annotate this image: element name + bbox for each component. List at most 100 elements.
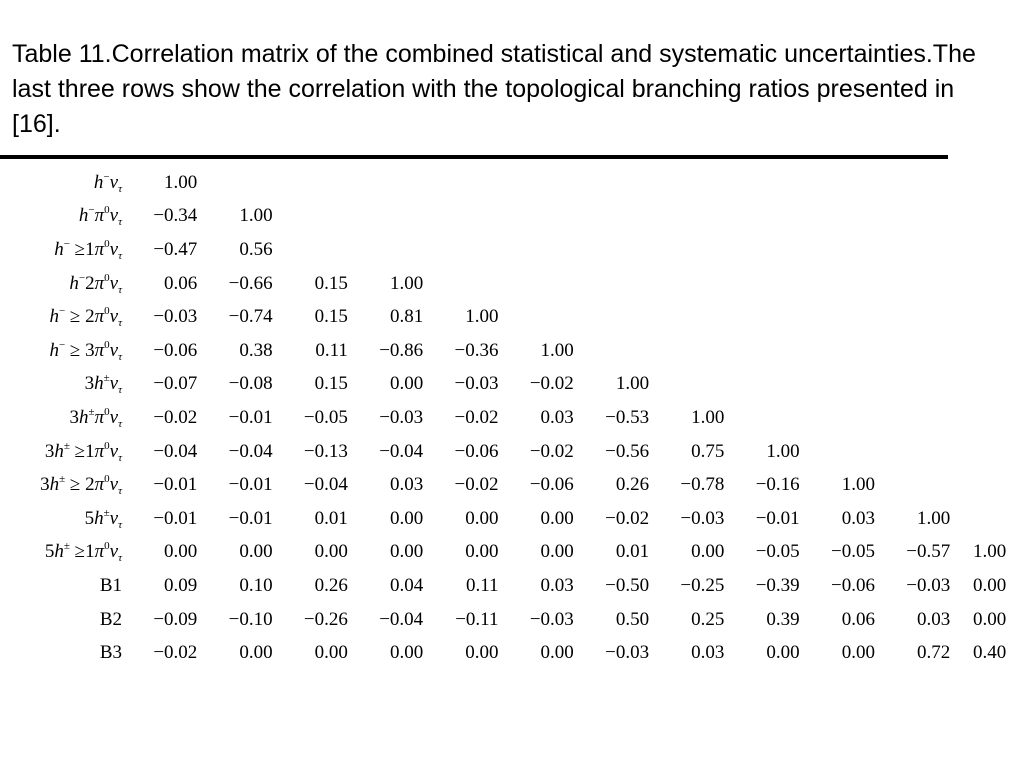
matrix-cell — [423, 233, 498, 267]
matrix-cell — [724, 300, 799, 334]
matrix-cell: 0.00 — [766, 642, 800, 664]
matrix-cell — [724, 233, 799, 267]
matrix-cell — [950, 401, 1006, 435]
matrix-cell: 0.00 — [540, 642, 574, 664]
matrix-cell: −0.02 — [605, 507, 650, 529]
matrix-cell: −0.34 — [153, 205, 198, 227]
matrix-row: h− ≥ 3π0ντ −0.06 0.38 0.11 −0.86 −0.36 1.00 — [0, 334, 1006, 368]
matrix-cell: 0.15 — [314, 272, 348, 294]
matrix-cell — [348, 166, 423, 200]
matrix-cell — [574, 300, 649, 334]
matrix-cell: 0.03 — [389, 474, 424, 496]
matrix-cell: −0.04 — [303, 474, 348, 496]
row-label: h−2π0ντ — [69, 271, 122, 296]
matrix-cell: −0.02 — [454, 474, 499, 496]
row-label: B3 — [99, 642, 122, 664]
matrix-cell: 0.81 — [389, 306, 424, 328]
row-label: B1 — [99, 574, 122, 596]
matrix-cell: 0.00 — [465, 507, 499, 529]
matrix-cell: 1.00 — [465, 306, 499, 328]
matrix-cell — [950, 233, 1006, 267]
matrix-cell: 0.00 — [239, 541, 273, 563]
matrix-cell: 0.03 — [540, 406, 574, 428]
matrix-cell: −0.03 — [680, 507, 725, 529]
matrix-cell — [498, 200, 573, 234]
matrix-cell: 0.01 — [314, 507, 348, 529]
matrix-cell — [348, 233, 423, 267]
row-label: h− ≥ 3π0ντ — [49, 338, 122, 363]
matrix-row: h− ≥ 2π0ντ −0.03 −0.74 0.15 0.81 1.00 — [0, 300, 1006, 334]
matrix-cell: −0.86 — [379, 339, 424, 361]
matrix-cell: −0.03 — [529, 608, 574, 630]
row-label: h− ≥1π0ντ — [54, 237, 122, 262]
matrix-cell — [574, 267, 649, 301]
matrix-cell: 0.00 — [465, 541, 499, 563]
matrix-cell — [423, 166, 498, 200]
matrix-cell: −0.01 — [755, 507, 800, 529]
matrix-row: h−ντ 1.00 — [0, 166, 1006, 200]
matrix-cell: −0.16 — [755, 474, 800, 496]
matrix-cell: 0.09 — [164, 574, 198, 596]
matrix-cell — [649, 166, 724, 200]
matrix-cell: 0.00 — [465, 642, 499, 664]
matrix-cell: −0.01 — [228, 406, 273, 428]
matrix-cell: −0.01 — [228, 507, 273, 529]
matrix-cell: 1.00 — [239, 205, 273, 227]
matrix-cell: −0.03 — [454, 373, 499, 395]
matrix-cell — [800, 401, 875, 435]
matrix-cell — [950, 368, 1006, 402]
matrix-cell: −0.56 — [605, 440, 650, 462]
matrix-cell — [574, 233, 649, 267]
matrix-cell — [800, 435, 875, 469]
matrix-cell — [724, 166, 799, 200]
matrix-cell: −0.50 — [605, 574, 650, 596]
matrix-row: h− ≥1π0ντ −0.47 0.56 — [0, 233, 1006, 267]
matrix-cell — [800, 267, 875, 301]
row-label: 3h±π0ντ — [69, 405, 122, 430]
matrix-cell: −0.01 — [153, 474, 198, 496]
matrix-cell: 0.03 — [691, 642, 725, 664]
matrix-cell: −0.02 — [529, 373, 574, 395]
matrix-cell — [649, 368, 724, 402]
matrix-cell — [875, 435, 950, 469]
matrix-row: 3h±ντ −0.07 −0.08 0.15 0.00 −0.03 −0.02 1.00 — [0, 368, 1006, 402]
matrix-cell — [724, 200, 799, 234]
matrix-cell: 0.10 — [239, 574, 273, 596]
matrix-cell — [875, 267, 950, 301]
matrix-cell — [724, 401, 799, 435]
matrix-cell: 0.01 — [615, 541, 650, 563]
matrix-cell: −0.04 — [379, 440, 424, 462]
matrix-cell — [574, 334, 649, 368]
matrix-cell: 0.38 — [239, 339, 273, 361]
matrix-cell — [875, 401, 950, 435]
matrix-cell: 0.39 — [766, 608, 800, 630]
matrix-cell: −0.08 — [228, 373, 273, 395]
matrix-cell: −0.03 — [605, 642, 650, 664]
matrix-cell — [574, 200, 649, 234]
matrix-cell: 1.00 — [841, 474, 875, 496]
matrix-cell: −0.09 — [153, 608, 198, 630]
row-label: h− ≥ 2π0ντ — [49, 305, 122, 330]
matrix-cell — [800, 300, 875, 334]
matrix-cell: −0.05 — [303, 406, 348, 428]
matrix-cell: −0.78 — [680, 474, 725, 496]
matrix-cell: −0.25 — [680, 574, 725, 596]
matrix-cell — [875, 300, 950, 334]
matrix-cell: −0.01 — [228, 474, 273, 496]
matrix-cell: −0.74 — [228, 306, 273, 328]
matrix-cell — [574, 166, 649, 200]
matrix-cell — [498, 233, 573, 267]
matrix-cell: −0.39 — [755, 574, 800, 596]
matrix-cell: −0.06 — [153, 339, 198, 361]
matrix-cell: −0.03 — [153, 306, 198, 328]
row-label: 3h±ντ — [84, 372, 122, 397]
matrix-cell: −0.26 — [303, 608, 348, 630]
correlation-matrix-table: h−ντ 1.00 h−π0ντ −0.34 1.00 h− ≥1π0ντ −0.47 0.5… — [0, 166, 1006, 670]
matrix-cell: 0.50 — [615, 608, 650, 630]
matrix-row: B2 −0.09 −0.10 −0.26 −0.04 −0.11 −0.03 0.50 0.25… — [0, 603, 1006, 637]
matrix-cell: −0.03 — [906, 574, 951, 596]
matrix-cell — [800, 334, 875, 368]
matrix-cell: −0.36 — [454, 339, 499, 361]
matrix-cell: 0.00 — [973, 574, 1007, 596]
matrix-row: 5h± ≥1π0ντ 0.00 0.00 0.00 0.00 0.00 0.00 0.01 0.… — [0, 536, 1006, 570]
